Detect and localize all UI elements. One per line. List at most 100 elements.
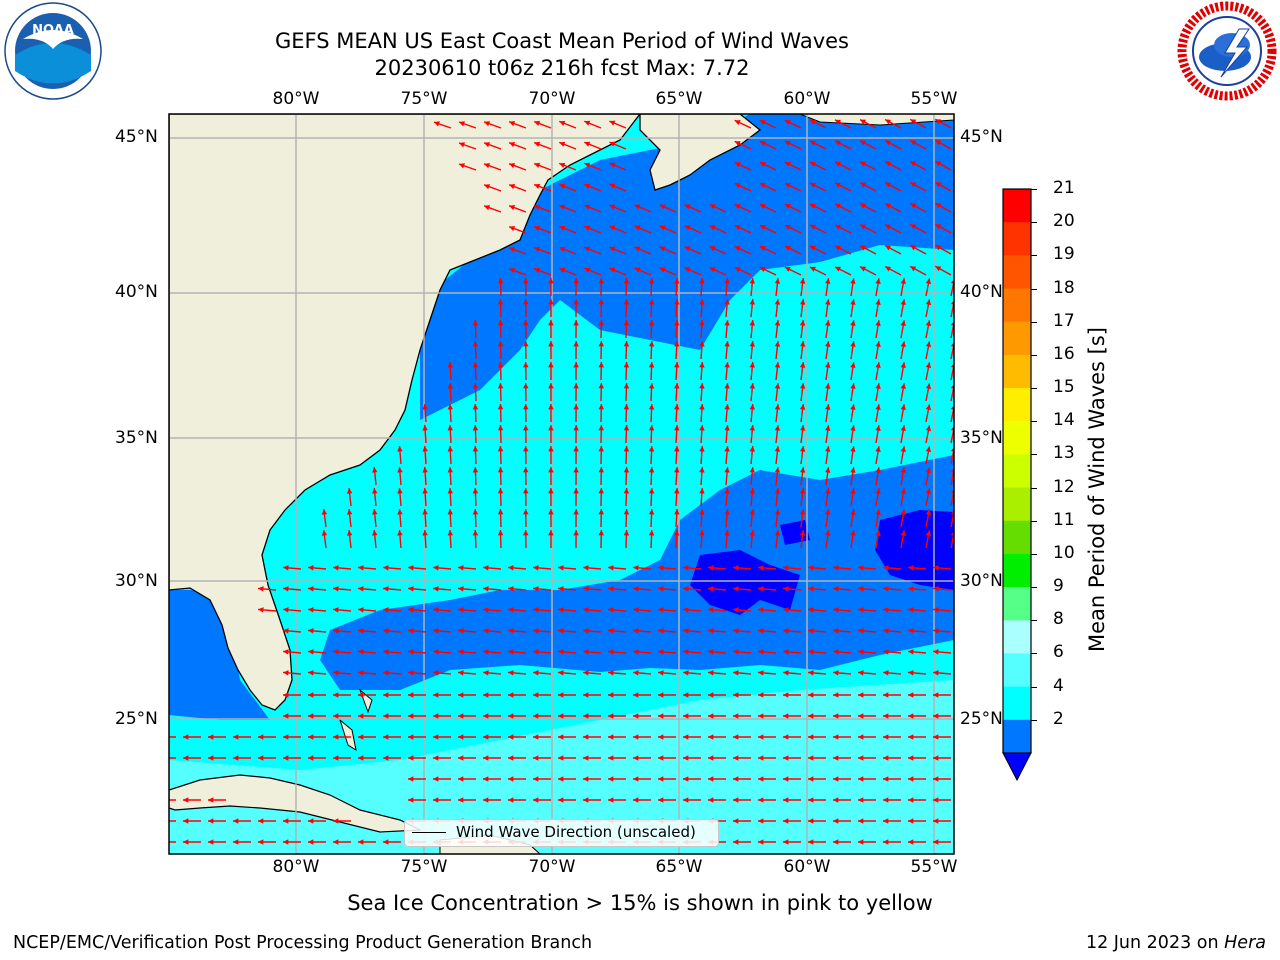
wave-direction-arrowhead <box>933 839 939 845</box>
wave-direction-arrowhead <box>684 246 691 252</box>
wave-direction-arrowhead <box>333 755 339 761</box>
wave-direction-arrowhead <box>783 607 789 613</box>
wave-direction-arrowhead <box>724 446 730 452</box>
wave-direction-arrowhead <box>283 713 289 719</box>
wave-direction-arrowhead <box>459 142 465 148</box>
wave-direction-arrowhead <box>808 628 814 634</box>
wave-direction-arrowhead <box>283 565 289 571</box>
wave-direction-arrowhead <box>733 839 739 845</box>
wave-direction-arrowhead <box>598 383 604 389</box>
wave-direction-arrowhead <box>548 320 554 326</box>
wave-direction-arrowhead <box>533 776 539 782</box>
wave-direction-arrowhead <box>598 404 604 410</box>
wave-direction-arrowhead <box>933 586 939 592</box>
wave-direction-arrowhead <box>908 649 914 655</box>
wave-direction-arrowhead <box>900 446 906 453</box>
wave-direction-arrowhead <box>583 670 589 676</box>
wave-direction-arrow <box>950 467 954 486</box>
wave-direction-arrowhead <box>534 120 541 127</box>
wave-direction-arrowhead <box>900 383 906 390</box>
wave-direction-arrowhead <box>483 586 489 592</box>
wave-direction-arrowhead <box>183 818 189 824</box>
wave-direction-arrowhead <box>875 467 881 473</box>
wave-direction-arrowhead <box>833 713 839 719</box>
wave-direction-arrowhead <box>825 341 831 347</box>
colorbar-tick-mark <box>1031 553 1037 555</box>
wave-direction-arrowhead <box>850 320 856 326</box>
wave-direction-arrowhead <box>658 797 664 803</box>
wave-direction-arrowhead <box>858 776 864 782</box>
wave-direction-arrowhead <box>508 692 514 698</box>
wave-direction-arrowhead <box>860 266 867 272</box>
wave-direction-arrowhead <box>523 383 529 389</box>
wave-direction-arrowhead <box>509 226 516 232</box>
wave-direction-arrowhead <box>534 141 541 148</box>
wave-direction-arrowhead <box>422 404 428 410</box>
wave-direction-arrowhead <box>633 713 639 719</box>
colorbar-tick-label: 20 <box>1053 211 1075 232</box>
wave-direction-arrowhead <box>885 245 892 251</box>
wave-direction-arrowhead <box>860 203 867 209</box>
wave-direction-arrowhead <box>447 425 453 431</box>
wave-direction-arrowhead <box>825 383 831 389</box>
wave-direction-arrowhead <box>683 670 689 676</box>
wave-direction-arrowhead <box>573 446 579 452</box>
wave-direction-arrowhead <box>925 446 932 453</box>
wave-direction-arrowhead <box>397 488 403 494</box>
wave-direction-arrowhead <box>648 362 655 368</box>
wave-direction-arrowhead <box>933 776 939 782</box>
wave-direction-arrowhead <box>608 628 614 634</box>
wave-direction-arrowhead <box>509 163 516 169</box>
wave-direction-arrowhead <box>883 607 889 613</box>
wave-direction-arrowhead <box>809 266 816 272</box>
wave-direction-arrowhead <box>759 162 766 168</box>
wave-direction-arrowhead <box>433 565 439 571</box>
wave-direction-arrowhead <box>860 119 867 125</box>
wave-direction-arrowhead <box>633 734 639 740</box>
wave-direction-arrowhead <box>910 119 917 125</box>
wave-direction-arrowhead <box>623 425 630 431</box>
wave-direction-arrowhead <box>834 266 841 272</box>
wave-direction-arrowhead <box>908 755 914 761</box>
wave-direction-arrowhead <box>808 607 814 613</box>
wave-direction-arrowhead <box>433 121 440 127</box>
footer-right: 12 Jun 2023 on Hera <box>1086 933 1266 953</box>
wave-direction-arrowhead <box>925 530 932 537</box>
wave-direction-arrowhead <box>749 446 755 452</box>
wave-direction-arrowhead <box>558 670 564 676</box>
wave-direction-arrowhead <box>497 362 504 368</box>
colorbar-tick-mark <box>1031 189 1037 190</box>
wave-direction-arrowhead <box>883 776 889 782</box>
wave-direction-arrowhead <box>383 607 389 613</box>
wave-direction-arrowhead <box>233 839 239 845</box>
wave-direction-arrowhead <box>283 755 289 761</box>
colorbar-tick-mark <box>1031 321 1037 323</box>
wave-direction-arrowhead <box>834 203 841 209</box>
wave-direction-arrowhead <box>833 628 839 634</box>
wave-direction-arrowhead <box>383 755 389 761</box>
wave-direction-arrowhead <box>885 266 892 272</box>
colorbar-tick-mark <box>1031 620 1037 622</box>
wave-direction-arrowhead <box>497 467 504 473</box>
colorbar-tick-mark <box>1031 288 1037 290</box>
wave-direction-arrowhead <box>583 607 589 613</box>
wave-direction-arrowhead <box>408 607 414 613</box>
wave-direction-arrowhead <box>609 225 616 231</box>
wave-direction-arrowhead <box>733 692 739 698</box>
wave-direction-arrowhead <box>674 278 680 284</box>
wave-direction-arrowhead <box>683 734 689 740</box>
wave-direction-arrowhead <box>749 299 755 305</box>
wave-direction-arrowhead <box>885 182 892 188</box>
wave-direction-arrowhead <box>910 224 917 230</box>
wave-direction-arrowhead <box>799 446 806 452</box>
wave-direction-arrowhead <box>648 446 655 452</box>
wave-direction-arrowhead <box>659 225 666 231</box>
wave-direction-arrowhead <box>749 404 755 410</box>
wave-direction-arrowhead <box>584 267 591 273</box>
wave-direction-arrowhead <box>910 245 917 251</box>
wave-direction-arrowhead <box>533 670 539 676</box>
colorbar-cell <box>1003 288 1031 323</box>
colorbar-cell <box>1003 255 1031 290</box>
wave-direction-arrowhead <box>583 734 589 740</box>
wave-direction-arrowhead <box>283 818 289 824</box>
